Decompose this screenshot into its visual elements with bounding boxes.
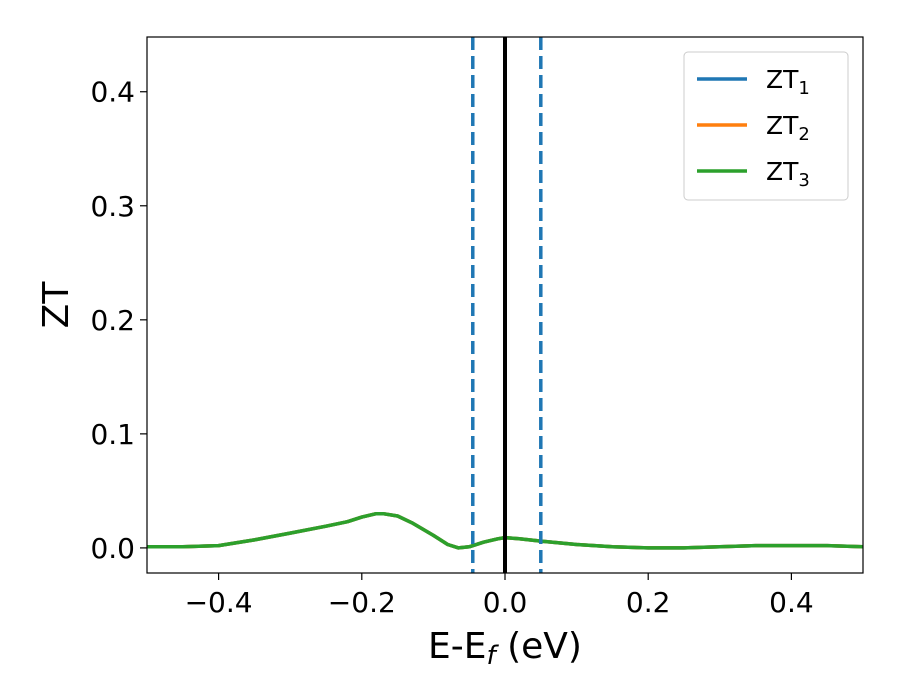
x-axis-label-suffix: (eV) <box>496 626 582 667</box>
y-tick-label: 0.0 <box>90 532 135 565</box>
x-tick-label: 0.0 <box>483 586 528 619</box>
y-tick-label: 0.1 <box>90 418 135 451</box>
legend-label-zt1: ZT1 <box>766 65 810 99</box>
x-tick-label: −0.4 <box>185 586 253 619</box>
legend: ZT1 ZT2 ZT3 <box>683 51 849 201</box>
x-tick-label: 0.2 <box>626 586 671 619</box>
x-ticks: −0.4 −0.2 0.0 0.2 0.4 <box>185 573 814 619</box>
y-tick-label: 0.4 <box>90 76 135 109</box>
y-axis-label: ZT <box>36 281 77 329</box>
x-tick-label: −0.2 <box>328 586 396 619</box>
series-layer <box>147 511 863 550</box>
legend-label-zt2: ZT2 <box>766 111 810 145</box>
x-axis-label: E-Ef (eV) <box>428 626 582 671</box>
y-tick-label: 0.2 <box>90 304 135 337</box>
y-tick-label: 0.3 <box>90 190 135 223</box>
legend-box <box>683 51 849 201</box>
x-tick-label: 0.4 <box>769 586 814 619</box>
y-ticks: 0.0 0.1 0.2 0.3 0.4 <box>90 76 147 565</box>
legend-label-zt3: ZT3 <box>766 157 810 191</box>
x-axis-label-main: E-E <box>428 626 486 667</box>
vertical-lines <box>471 37 543 573</box>
series-line-zt3 <box>147 511 863 550</box>
